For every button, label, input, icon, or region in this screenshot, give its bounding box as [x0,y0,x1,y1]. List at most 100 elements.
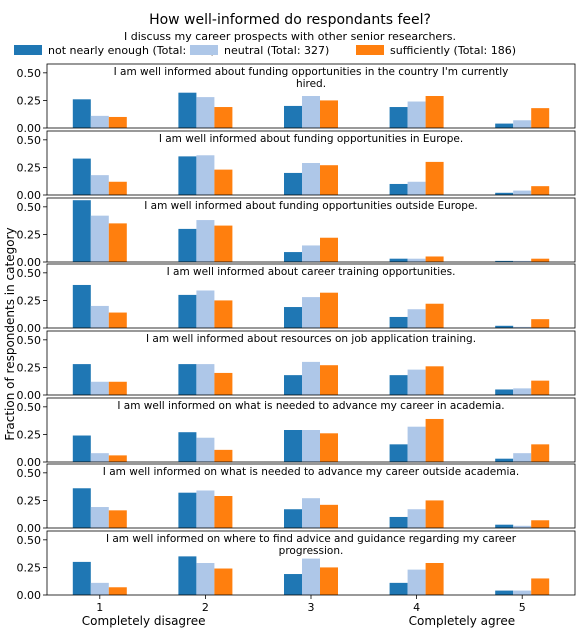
y-tick-label: 0.25 [17,94,42,107]
bar [284,509,302,528]
bar [407,369,426,395]
bar [531,520,550,528]
bar [178,432,197,462]
panel: 0.00 0.25 0.50 I am well informed about fun… [17,63,576,135]
x-tick-label: 5 [519,601,526,614]
bar [302,245,320,262]
bar [407,309,426,328]
bar [495,389,514,395]
bar [72,200,91,262]
bar [407,509,426,528]
bar [108,455,127,462]
bar [425,563,444,595]
chart-title: How well-informed do respondants feel? [149,12,431,28]
y-tick-label: 0.00 [17,322,42,335]
bar [425,256,444,262]
bar [513,590,532,595]
panels: 0.00 0.25 0.50 I am well informed about fun… [17,63,576,602]
bar [214,300,233,328]
bar [320,237,338,262]
bar [302,163,320,195]
y-tick-label: 0.50 [17,467,42,480]
bar [495,524,514,528]
bar [302,498,320,528]
x-axis: 1 2 3 4 5 Completely disagree Completely agree [82,595,526,628]
bar [531,108,550,128]
legend-label: neutral (Total: 327) [224,44,329,57]
y-tick-label: 0.25 [17,161,42,174]
bar [389,316,408,328]
y-tick-label: 0.00 [17,456,42,469]
bar [196,290,215,328]
bar [320,567,338,595]
bar [196,155,215,195]
panel-title: I am well informed about funding opportu… [114,66,509,78]
panel-frame [46,130,576,196]
panel-frame [46,397,576,463]
panel-title: I am well informed about career training… [167,266,456,278]
panel-frame [46,263,576,329]
bar [531,319,550,328]
y-tick-label: 0.50 [17,267,42,280]
bar [320,504,338,528]
bar [196,490,215,528]
bar [495,260,514,262]
bar [495,192,514,195]
bar [284,252,302,262]
bar [284,105,302,128]
bar [389,107,408,128]
bar [389,375,408,395]
panel: 0.00 0.25 0.50 I am well informed about fun… [17,197,576,269]
bar [196,220,215,262]
bar [407,569,426,595]
bar [178,556,197,595]
legend-title: I discuss my career prospects with other… [124,30,456,43]
bar [214,372,233,395]
bar [214,107,233,128]
y-tick-label: 0.25 [17,494,42,507]
x-tick-label: 1 [96,601,103,614]
bar [495,123,514,128]
bar [389,444,408,462]
legend: not nearly enough (Total: 246) neutral (T… [14,44,516,57]
panel-title: I am well informed about funding opportu… [159,133,463,145]
bar [90,215,109,262]
bar [214,496,233,528]
x-label-left: Completely disagree [82,614,206,628]
bar [407,426,426,462]
bar [389,516,408,528]
panel: 0.00 0.25 0.50 I am well informed on what i… [17,397,576,469]
bar [531,578,550,595]
y-tick-label: 0.00 [17,389,42,402]
bar [108,181,127,195]
y-tick-label: 0.25 [17,561,42,574]
bar [284,574,302,595]
bar [178,228,197,262]
bar [178,156,197,195]
bar [178,364,197,395]
bar [302,297,320,328]
bar [320,165,338,195]
bar [320,100,338,128]
panel-title: I am well informed on where to find advi… [106,533,517,545]
bar [90,582,109,595]
x-tick-label: 2 [202,601,209,614]
panel-frame [46,197,576,263]
bar [72,488,91,528]
bar [407,258,426,262]
bar [108,381,127,395]
bar [425,500,444,528]
legend-label: sufficiently (Total: 186) [390,44,516,57]
y-axis-label: Fraction of respondents in category [3,227,17,440]
bar [178,294,197,328]
bar [214,449,233,462]
x-tick-label: 3 [308,601,315,614]
bar [90,381,109,395]
bar [389,582,408,595]
bar [302,96,320,128]
bar [284,375,302,395]
bar [196,97,215,128]
y-tick-label: 0.50 [17,334,42,347]
panel: 0.00 0.25 0.50 I am well informed about car… [17,263,576,335]
